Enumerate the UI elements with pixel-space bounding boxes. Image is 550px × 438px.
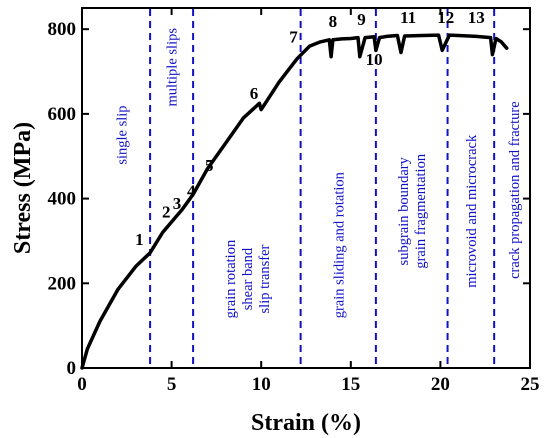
x-tick-label: 5 bbox=[167, 374, 177, 395]
stress-strain-curve bbox=[80, 33, 509, 370]
x-tick-label: 15 bbox=[341, 374, 360, 395]
region-label-4: grain sliding and rotation bbox=[331, 171, 347, 318]
point-label-7: 7 bbox=[289, 28, 298, 47]
region-label-line: subgrain boundary bbox=[396, 156, 412, 265]
y-tick-label: 200 bbox=[48, 273, 77, 294]
point-label-1: 1 bbox=[135, 230, 144, 249]
y-tick-label: 800 bbox=[48, 19, 77, 40]
x-tick-label: 20 bbox=[431, 374, 450, 395]
region-label-6: microvoid and microcrack bbox=[464, 134, 480, 288]
point-label-10: 10 bbox=[366, 50, 383, 69]
x-tick-label: 25 bbox=[521, 374, 540, 395]
region-label-2: multiple slips bbox=[165, 28, 181, 107]
point-label-2: 2 bbox=[162, 203, 171, 222]
region-label-line: grain fragmentation bbox=[413, 153, 429, 268]
y-axis-title: Stress (MPa) bbox=[10, 122, 36, 254]
plot-frame bbox=[81, 7, 531, 369]
region-label-line: shear band bbox=[240, 247, 256, 310]
x-tick-label: 10 bbox=[252, 374, 271, 395]
region-label-3: grain rotationshear bandslip transfer bbox=[223, 239, 273, 318]
point-label-4: 4 bbox=[187, 181, 196, 200]
point-label-6: 6 bbox=[250, 84, 259, 103]
region-label-line: slip transfer bbox=[257, 244, 273, 313]
region-label-1: single slip bbox=[114, 105, 130, 164]
region-label-7: crack propagation and fracture bbox=[507, 101, 523, 279]
y-tick-label: 400 bbox=[48, 189, 77, 210]
point-label-8: 8 bbox=[329, 12, 338, 31]
x-tick-label: 0 bbox=[77, 374, 87, 395]
y-tick-label: 600 bbox=[48, 104, 77, 125]
y-tick-label: 0 bbox=[67, 358, 77, 379]
point-label-11: 11 bbox=[400, 8, 416, 27]
point-label-5: 5 bbox=[205, 156, 214, 175]
region-label-line: grain rotation bbox=[223, 239, 239, 318]
point-label-3: 3 bbox=[173, 194, 182, 213]
point-label-9: 9 bbox=[357, 10, 366, 29]
point-label-12: 12 bbox=[437, 8, 454, 27]
x-axis-title: Strain (%) bbox=[251, 410, 361, 436]
region-label-5: subgrain boundarygrain fragmentation bbox=[396, 153, 429, 268]
point-label-13: 13 bbox=[468, 8, 485, 27]
